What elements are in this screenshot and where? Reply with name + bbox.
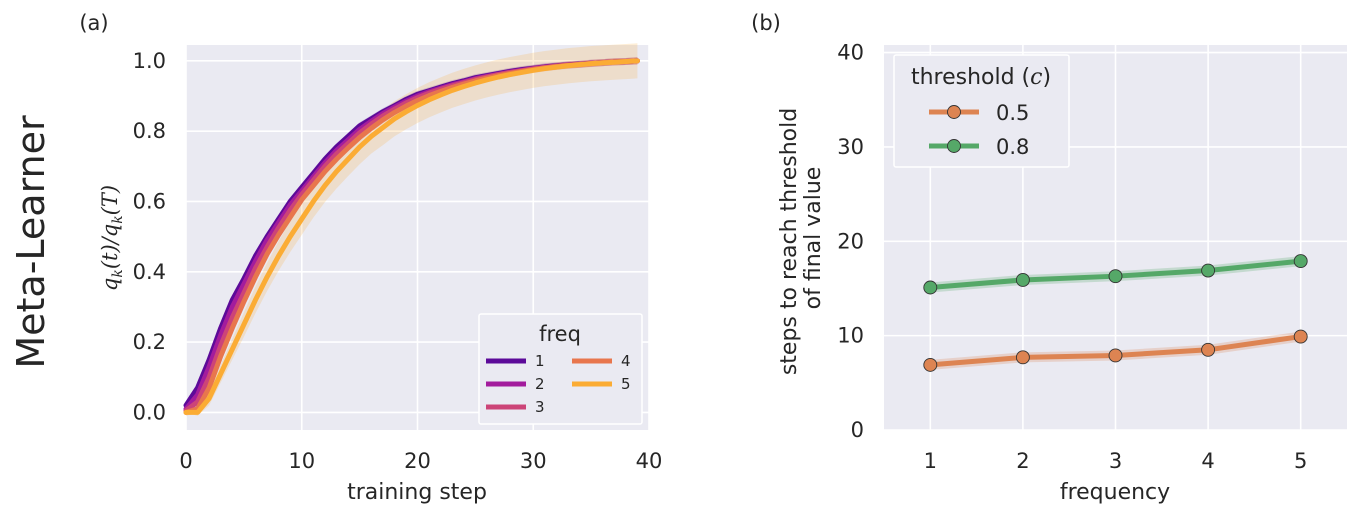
panel-a-y-tick-label: 1.0	[133, 49, 166, 73]
panel-a-x-tick-label: 10	[288, 449, 315, 473]
panel-b-y-tick-label: 40	[837, 41, 864, 65]
panel-a-line-freq-5	[183, 58, 640, 415]
panel-a-x-tick-labels: 0 10 20 30 40	[179, 449, 662, 473]
ylabel-q2: q	[98, 224, 122, 237]
panel-b-x-tick-label: 4	[1201, 449, 1214, 473]
panel-b-x-tick-label: 3	[1109, 449, 1122, 473]
panel-b-point-0.5	[1201, 342, 1216, 357]
panel-b-y-tick-label: 20	[837, 229, 864, 253]
panel-b-label: (b)	[751, 11, 781, 35]
panel-b-legend: threshold (c) 0.50.8	[893, 54, 1070, 168]
panel-a-x-axis-label: training step	[347, 480, 487, 505]
panel-a-legend-label-3: 3	[535, 398, 545, 416]
panel-a: (a) 0 10 20 30 40 0.0 0.2 0.4 0.6 0.8 1.0 trainin…	[79, 11, 662, 505]
panel-b: (b) 1 2 3 4 5 0 10 20 30 40 frequency steps to r…	[751, 11, 1347, 505]
panel-a-y-tick-label: 0.0	[133, 400, 166, 424]
panel-b-y-axis-label-line2: of final value	[801, 167, 826, 310]
panel-b-point-0.8	[1293, 254, 1308, 269]
legend-title-text: threshold (	[911, 65, 1030, 90]
legend-title-var: c	[1030, 65, 1042, 90]
panel-b-point-0.5	[1293, 329, 1308, 344]
legend-title-close: )	[1042, 65, 1051, 90]
panel-a-series-lines	[183, 58, 640, 415]
panel-a-legend-label-1: 1	[535, 352, 545, 370]
panel-a-legend-entries: 1 2 3 4 5	[486, 352, 631, 416]
panel-b-x-tick-labels: 1 2 3 4 5	[924, 449, 1308, 473]
panel-a-y-tick-label: 0.8	[133, 119, 166, 143]
panel-a-y-axis-label: qk(t)/qk(T)	[98, 185, 126, 291]
panel-b-point-0.8	[1108, 269, 1123, 284]
panel-a-legend: freq 1 2 3 4 5	[478, 313, 643, 425]
panel-b-legend-marker-0.5	[947, 105, 961, 119]
ylabel-k-subscript: k	[110, 269, 126, 277]
panel-b-y-tick-label: 30	[837, 135, 864, 159]
panel-b-y-tick-label: 0	[851, 418, 864, 442]
panel-a-band-freq-5	[186, 43, 638, 416]
panel-b-point-0.8	[923, 280, 938, 295]
ylabel-q: q	[98, 278, 122, 291]
panel-a-legend-title: freq	[539, 322, 581, 346]
panel-b-series-lines	[923, 254, 1308, 372]
panel-b-legend-marker-0.8	[947, 139, 961, 153]
panel-b-legend-label-0.8: 0.8	[996, 135, 1029, 159]
panel-a-y-tick-label: 0.2	[133, 330, 166, 354]
row-label: Meta-Learner	[9, 115, 53, 369]
panel-a-label: (a)	[79, 11, 108, 35]
panel-b-legend-entries: 0.50.8	[929, 101, 1029, 159]
panel-b-x-axis-label: frequency	[1060, 480, 1170, 505]
panel-b-point-0.8	[1201, 263, 1216, 278]
panel-a-x-tick-label: 40	[636, 449, 663, 473]
panel-b-legend-label-0.5: 0.5	[996, 101, 1029, 125]
panel-b-x-tick-label: 1	[924, 449, 937, 473]
panel-a-grid	[185, 45, 650, 430]
panel-a-legend-label-5: 5	[621, 375, 631, 393]
panel-b-legend-title: threshold (c)	[911, 65, 1051, 90]
panel-a-y-tick-label: 0.6	[133, 189, 166, 213]
panel-b-point-0.5	[1108, 348, 1123, 363]
panel-b-y-axis-label-line1: steps to reach threshold	[777, 108, 802, 375]
panel-b-legend-box	[893, 54, 1070, 168]
panel-b-y-axis-label: steps to reach threshold of final value	[777, 101, 826, 375]
panel-a-legend-label-2: 2	[535, 375, 545, 393]
panel-a-x-tick-label: 30	[520, 449, 547, 473]
panel-b-point-0.5	[923, 357, 938, 372]
panel-a-x-tick-label: 20	[404, 449, 431, 473]
panel-a-y-tick-label: 0.4	[133, 260, 166, 284]
panel-b-x-tick-label: 2	[1016, 449, 1029, 473]
ylabel-T: (T)	[98, 185, 122, 215]
panel-b-y-tick-label: 10	[837, 324, 864, 348]
panel-a-legend-box	[478, 313, 643, 425]
panel-a-y-tick-labels: 0.0 0.2 0.4 0.6 0.8 1.0	[133, 49, 166, 425]
panel-a-x-tick-label: 0	[179, 449, 192, 473]
panel-a-legend-label-4: 4	[621, 352, 631, 370]
ylabel-t: (t)/	[98, 235, 122, 269]
panel-b-point-0.8	[1015, 273, 1030, 287]
panel-b-y-tick-labels: 0 10 20 30 40	[837, 41, 864, 442]
panel-b-point-0.5	[1015, 350, 1030, 365]
panel-b-x-tick-label: 5	[1294, 449, 1307, 473]
ylabel-k2-subscript: k	[110, 215, 126, 223]
